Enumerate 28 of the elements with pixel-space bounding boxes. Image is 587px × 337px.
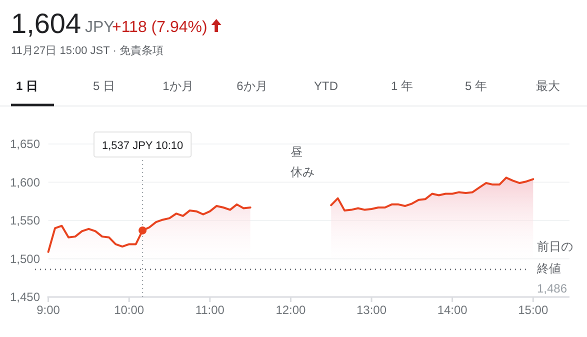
y-tick-label: 1,450 [10,290,40,304]
x-tick-label: 15:00 [518,303,548,317]
chart-subtitle: 11月27日 15:00 JST · 免責条項 [11,44,164,57]
text: 1か月 [162,79,194,93]
text: 6か月 [236,79,268,93]
annotation: 1,537 JPY 10:10 [102,140,184,152]
y-tick-label: 1,500 [10,252,40,266]
text: YTD [314,79,338,93]
ref-line-label: 前日の終値 [536,239,573,276]
text: 1 年 [390,79,414,93]
x-tick-label: 11:00 [195,303,225,317]
x-tick-label: 12:00 [276,303,306,317]
chart-title: 1,604 [11,8,82,39]
y-tick-label: 1,650 [10,137,40,151]
y-tick-label: 1,550 [10,214,40,228]
text: 最大 [536,79,560,93]
y-tick-label: 1,600 [10,175,40,190]
annotation: 昼休み [290,145,315,179]
x-tick-label: 9:00 [36,303,60,317]
text: 5 年 [464,79,488,93]
text: +118 (7.94%) [112,19,208,36]
x-tick-label: 10:00 [114,303,144,317]
text: JPY [85,19,115,36]
x-tick-label: 13:00 [356,303,387,317]
text: 1 日 [16,79,38,93]
annotation: 1,486 [537,281,568,296]
x-tick-label: 14:00 [437,303,468,317]
text: 5 日 [92,79,116,93]
